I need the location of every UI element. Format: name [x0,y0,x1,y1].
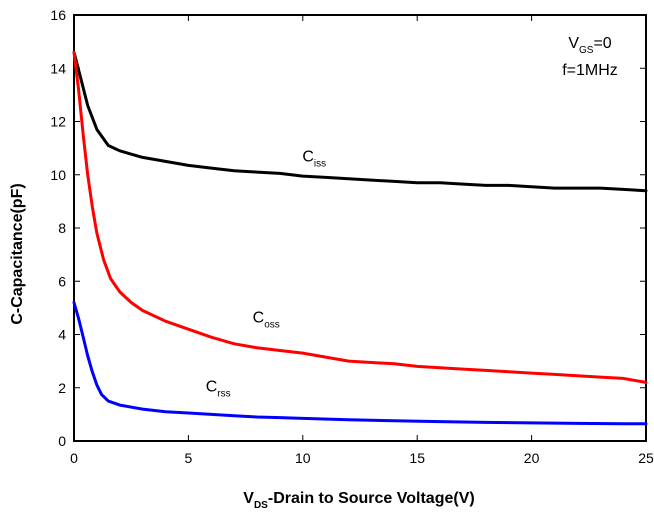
test-conditions: VGS=0 f=1MHz [562,35,618,79]
condition-label: f=1MHz [562,62,618,79]
x-axis-label-rest: -Drain to Source Voltage(V) [268,490,475,507]
condition-label: VGS=0 [568,35,611,56]
x-tick-label: 0 [70,450,78,466]
y-tick-label: 12 [50,114,66,130]
y-tick-label: 6 [58,273,66,289]
x-axis-label-sub: DS [254,500,268,511]
x-tick-label: 5 [185,450,193,466]
x-axis-label: VDS-Drain to Source Voltage(V) [243,490,474,511]
series-labels: Ciss Coss Crss [206,148,326,399]
x-tick-label: 20 [524,450,540,466]
x-tick-label: 25 [638,450,654,466]
series-label-rss: Crss [206,379,231,400]
y-tick-label: 4 [58,327,66,343]
plot-area [73,14,647,442]
series-line-oss [72,50,648,384]
series-line-iss [72,50,648,193]
series-label-iss: Ciss [302,148,326,169]
y-tick-label: 10 [50,167,66,183]
y-tick-label: 16 [50,7,66,23]
x-tick-label: 15 [409,450,425,466]
y-tick-label: 14 [50,60,66,76]
x-axis-label-main: V [243,490,254,507]
x-tick-label: 10 [295,450,311,466]
series-label-oss: Coss [253,310,280,331]
y-tick-label: 0 [58,433,66,449]
series-layer [72,50,648,426]
y-tick-label: 2 [58,380,66,396]
series-line-rss [72,301,648,426]
y-axis-label: C-Capacitance(pF) [9,183,26,324]
y-tick-label: 8 [58,220,66,236]
axis-ticks: 0 5 10 15 20 25 0 2 4 6 8 10 12 14 16 [50,7,654,466]
